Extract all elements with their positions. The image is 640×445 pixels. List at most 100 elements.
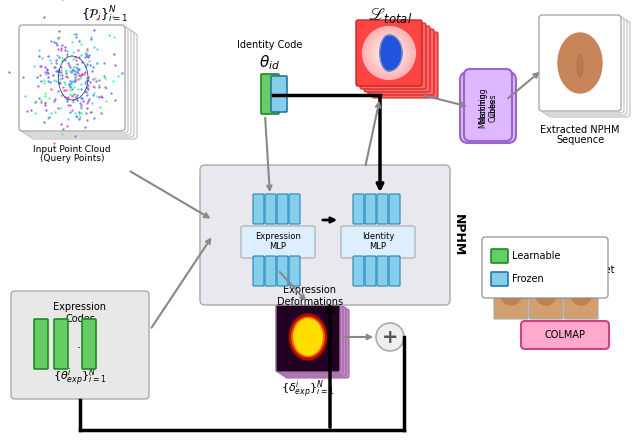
Circle shape (376, 323, 404, 351)
Text: $\mathscr{L}_{total}$: $\mathscr{L}_{total}$ (368, 5, 412, 25)
Text: NPHM: NPHM (452, 214, 465, 256)
FancyBboxPatch shape (241, 226, 315, 258)
Text: Extracted NPHM: Extracted NPHM (540, 125, 620, 135)
Text: Cubes: Cubes (490, 94, 499, 120)
Text: MLP: MLP (269, 242, 287, 251)
Text: ...: ... (77, 337, 89, 351)
FancyBboxPatch shape (364, 26, 430, 92)
FancyBboxPatch shape (19, 25, 125, 131)
Text: Marching
Cubes: Marching Cubes (478, 92, 498, 128)
FancyBboxPatch shape (25, 29, 131, 135)
FancyBboxPatch shape (365, 256, 376, 286)
FancyBboxPatch shape (460, 72, 516, 143)
FancyBboxPatch shape (31, 33, 137, 139)
Circle shape (367, 31, 411, 75)
Text: Expression: Expression (255, 231, 301, 240)
FancyBboxPatch shape (377, 194, 388, 224)
FancyBboxPatch shape (494, 277, 528, 319)
FancyBboxPatch shape (545, 19, 627, 115)
FancyBboxPatch shape (360, 23, 426, 89)
FancyBboxPatch shape (482, 237, 608, 298)
FancyBboxPatch shape (265, 194, 276, 224)
FancyBboxPatch shape (377, 256, 388, 286)
Circle shape (365, 29, 413, 77)
FancyBboxPatch shape (82, 319, 96, 369)
Text: Marching
Cubes: Marching Cubes (478, 87, 498, 123)
Text: Marching: Marching (483, 88, 493, 126)
Text: $\{\delta^i_{exp}\}_{i=1}^N$: $\{\delta^i_{exp}\}_{i=1}^N$ (281, 379, 335, 401)
Circle shape (380, 44, 398, 62)
FancyBboxPatch shape (22, 27, 128, 133)
FancyBboxPatch shape (564, 277, 598, 319)
Polygon shape (294, 319, 322, 355)
FancyBboxPatch shape (464, 69, 512, 141)
FancyBboxPatch shape (289, 194, 300, 224)
Text: Identity Code: Identity Code (237, 40, 303, 50)
FancyBboxPatch shape (277, 256, 288, 286)
FancyBboxPatch shape (353, 194, 364, 224)
FancyBboxPatch shape (389, 194, 400, 224)
FancyBboxPatch shape (282, 307, 346, 376)
FancyBboxPatch shape (253, 194, 264, 224)
Text: Identity: Identity (362, 231, 394, 240)
FancyBboxPatch shape (491, 272, 508, 286)
Circle shape (363, 27, 415, 79)
FancyBboxPatch shape (285, 309, 349, 378)
Text: Expression
Codes: Expression Codes (54, 302, 106, 324)
FancyBboxPatch shape (356, 20, 422, 86)
FancyBboxPatch shape (200, 165, 450, 305)
Circle shape (571, 285, 591, 305)
FancyBboxPatch shape (28, 31, 134, 137)
FancyBboxPatch shape (271, 76, 287, 112)
Circle shape (501, 285, 521, 305)
FancyBboxPatch shape (54, 319, 68, 369)
Polygon shape (289, 314, 326, 360)
FancyBboxPatch shape (261, 74, 279, 114)
FancyBboxPatch shape (265, 256, 276, 286)
FancyBboxPatch shape (529, 277, 563, 319)
FancyBboxPatch shape (289, 256, 300, 286)
Circle shape (369, 33, 409, 73)
Circle shape (378, 42, 400, 64)
Text: +: + (381, 328, 398, 347)
Text: Learnable: Learnable (512, 251, 561, 261)
Text: $\{\theta^i_{exp}\}_{i=1}^N$: $\{\theta^i_{exp}\}_{i=1}^N$ (53, 367, 107, 389)
FancyBboxPatch shape (548, 21, 630, 117)
FancyBboxPatch shape (277, 194, 288, 224)
FancyBboxPatch shape (521, 321, 609, 349)
FancyBboxPatch shape (491, 249, 508, 263)
Circle shape (383, 46, 396, 60)
Polygon shape (380, 35, 402, 71)
Text: Expression
Deformations: Expression Deformations (277, 285, 343, 307)
FancyBboxPatch shape (542, 17, 624, 113)
Text: $\theta_{id}$: $\theta_{id}$ (259, 54, 280, 73)
Circle shape (536, 285, 556, 305)
FancyBboxPatch shape (368, 29, 434, 95)
Text: MLP: MLP (369, 242, 387, 251)
FancyBboxPatch shape (539, 15, 621, 111)
Polygon shape (292, 317, 324, 357)
Text: NeRSemble Dataset: NeRSemble Dataset (516, 265, 614, 275)
Text: $\{\mathcal{P}_i\}_{i=1}^N$: $\{\mathcal{P}_i\}_{i=1}^N$ (81, 5, 129, 25)
Text: COLMAP: COLMAP (545, 330, 586, 340)
Circle shape (371, 36, 406, 71)
Text: (Query Points): (Query Points) (40, 154, 104, 163)
FancyBboxPatch shape (365, 194, 376, 224)
FancyBboxPatch shape (276, 303, 340, 372)
FancyBboxPatch shape (253, 256, 264, 286)
Circle shape (376, 40, 402, 66)
Text: Frozen: Frozen (512, 274, 544, 284)
FancyBboxPatch shape (353, 256, 364, 286)
FancyBboxPatch shape (389, 256, 400, 286)
Polygon shape (577, 55, 583, 77)
Polygon shape (294, 319, 322, 355)
FancyBboxPatch shape (34, 319, 48, 369)
Circle shape (387, 51, 391, 55)
FancyBboxPatch shape (279, 305, 343, 374)
FancyBboxPatch shape (341, 226, 415, 258)
FancyBboxPatch shape (11, 291, 149, 399)
Polygon shape (558, 33, 602, 93)
Text: Input Point Cloud: Input Point Cloud (33, 145, 111, 154)
Circle shape (385, 49, 394, 57)
FancyBboxPatch shape (372, 32, 438, 98)
